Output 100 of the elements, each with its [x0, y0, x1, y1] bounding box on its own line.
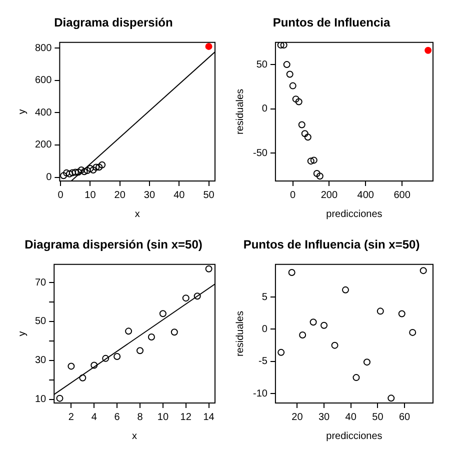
x-tick-label: 2	[68, 412, 74, 423]
point	[56, 394, 64, 402]
point	[288, 269, 296, 276]
point	[398, 310, 406, 318]
x-axis-title: x	[132, 430, 138, 442]
point	[298, 121, 306, 128]
point	[283, 61, 290, 68]
x-tick-label: 12	[180, 412, 192, 423]
point	[342, 286, 350, 294]
point	[68, 169, 76, 176]
point	[159, 310, 166, 318]
point	[304, 134, 312, 141]
x-tick-label: 30	[144, 190, 156, 201]
point	[63, 169, 70, 176]
chart-title: Puntos de Influencia	[272, 16, 390, 30]
point	[307, 158, 314, 165]
x-tick-label: 0	[290, 190, 296, 201]
y-tick-label: 0	[262, 324, 268, 335]
point	[182, 294, 190, 302]
point	[331, 342, 338, 349]
point	[310, 318, 317, 326]
x-tick-label: 10	[157, 412, 169, 423]
y-tick-label: 800	[34, 42, 52, 54]
x-tick-label: 40	[174, 190, 186, 201]
point	[292, 96, 300, 103]
point	[90, 166, 97, 174]
y-tick-label: 50	[35, 316, 47, 328]
point	[96, 164, 103, 171]
point	[194, 292, 201, 300]
x-tick-label: 600	[394, 190, 411, 201]
point	[74, 168, 82, 176]
point	[102, 354, 110, 362]
y-axis-title: y	[16, 109, 28, 114]
point	[310, 156, 318, 164]
point	[424, 46, 432, 54]
point	[125, 328, 132, 335]
point	[409, 328, 416, 336]
y-axis-title: residuales	[234, 88, 246, 134]
point	[90, 362, 98, 369]
chart-title: Diagrama dispersión	[54, 16, 173, 30]
point	[205, 265, 212, 272]
chart-title: Diagrama dispersión (sin x=50)	[24, 238, 202, 252]
point	[277, 42, 284, 49]
x-tick-label: 200	[320, 190, 338, 201]
point	[60, 172, 68, 180]
point	[352, 374, 360, 382]
x-tick-label: 60	[398, 412, 411, 423]
y-tick-label: 0	[46, 172, 52, 184]
point	[78, 166, 85, 174]
point	[68, 362, 75, 370]
y-tick-label: 600	[34, 75, 52, 86]
point	[80, 168, 88, 176]
point	[363, 358, 370, 366]
y-tick-label: 50	[256, 59, 268, 70]
y-tick-label: 70	[35, 277, 47, 288]
x-tick-label: 8	[137, 412, 144, 423]
point	[205, 42, 212, 50]
point	[295, 98, 302, 106]
x-tick-label: 10	[84, 190, 96, 201]
x-tick-label: 4	[91, 412, 98, 423]
point	[316, 172, 324, 180]
point	[136, 347, 144, 354]
point	[98, 161, 106, 168]
point	[420, 267, 427, 274]
point	[84, 167, 91, 174]
x-tick-label: 30	[318, 412, 330, 423]
y-axis-title: y	[16, 331, 28, 336]
y-tick-label: 30	[35, 355, 47, 366]
x-tick-label: 50	[203, 190, 215, 201]
point	[299, 332, 306, 339]
point	[289, 82, 296, 90]
y-tick-label: 10	[35, 394, 47, 406]
x-axis-title: predicciones	[326, 430, 382, 442]
point	[66, 170, 73, 178]
point	[79, 374, 86, 382]
x-tick-label: 6	[114, 412, 120, 423]
x-axis-title: predicciones	[326, 208, 382, 220]
x-axis-title: x	[134, 208, 140, 220]
point	[286, 70, 294, 78]
x-tick-label: 20	[114, 190, 126, 201]
point	[148, 334, 155, 341]
x-tick-label: 40	[345, 412, 357, 423]
point	[388, 394, 395, 402]
x-tick-label: 0	[58, 190, 64, 201]
point	[313, 170, 320, 177]
point	[301, 130, 308, 138]
y-tick-label: -50	[253, 148, 268, 159]
chart-title: Puntos de Influencia (sin x=50)	[243, 238, 420, 252]
y-tick-label: -5	[258, 356, 268, 368]
point	[72, 168, 79, 176]
x-tick-label: 20	[292, 412, 304, 423]
x-tick-label: 400	[357, 190, 374, 201]
point	[92, 164, 100, 171]
y-axis-title: residuales	[234, 310, 246, 356]
y-tick-label: 5	[262, 292, 268, 303]
y-tick-label: 200	[34, 140, 52, 151]
point	[86, 165, 94, 172]
y-tick-label: 400	[34, 107, 52, 118]
x-tick-label: 50	[372, 412, 384, 423]
point	[376, 308, 384, 315]
